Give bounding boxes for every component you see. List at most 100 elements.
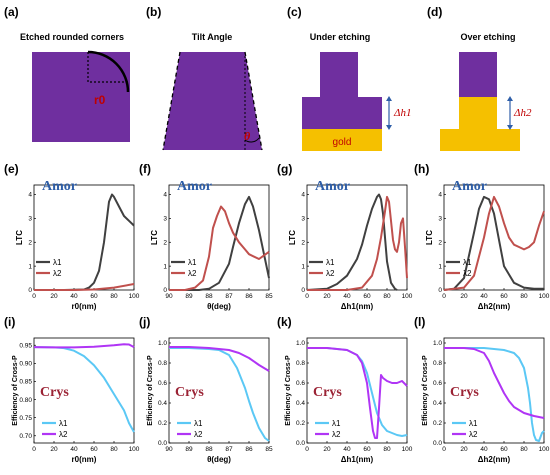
y-tick-label: 0 [163,287,167,294]
angle-arc [244,137,260,143]
legend-label-1: λ1 [53,258,62,267]
x-tick-label: 100 [129,446,140,453]
panel-title: Under etching [310,32,371,42]
chart-panel-i: (i) 0 20 40 60 80 100 0.70 0.75 0.80 0.85 0.90 0.95 r… [4,315,140,464]
chart-panel-f: (f) 90 89 88 87 86 85 0 1 2 3 4 θ(deg) LTC Amor λ1 λ2 [139,162,273,311]
panel-letter: (g) [277,162,292,176]
corner-guide [87,52,128,83]
panel-letter: (i) [4,315,15,329]
x-tick-label: 100 [402,293,413,300]
legend-label-2: λ2 [332,430,341,439]
x-tick-label: 0 [442,446,446,453]
x-tick-label: 87 [225,293,233,300]
series-line-2 [307,195,408,291]
x-tick-label: 40 [343,293,351,300]
y-tick-label: 0.95 [19,342,32,349]
x-tick-label: 85 [265,293,273,300]
y-tick-label: 0.4 [158,400,167,407]
y-tick-label: 0 [438,287,442,294]
chart-panel-j: (j) 90 89 88 87 86 85 0.0 0.2 0.4 0.6 0.8 1.0 θ(deg) E… [139,315,273,464]
panel-letter: (a) [4,5,19,19]
arrow-head-down [386,125,392,130]
chart-panel-h: (h) 0 20 40 60 80 100 0 1 2 3 4 Δh2(nm) LTC Amor λ1 λ2 [414,162,550,311]
material-annotation: Crys [450,385,479,400]
y-axis-label: LTC [288,230,297,245]
x-tick-label: 40 [480,446,488,453]
x-tick-label: 80 [110,293,118,300]
charts: (e)0 20 40 60 80 10001234r0(nm)LTCAmorλ1λ2(f)… [4,162,550,464]
panel-letter: (k) [277,315,292,329]
y-tick-label: 4 [163,192,167,199]
y-tick-label: 0.4 [296,400,305,407]
x-tick-label: 80 [520,446,528,453]
material-annotation: Crys [175,385,204,400]
arrow-head-up [386,96,392,101]
gold-step [459,97,497,129]
pillar [459,52,497,97]
y-axis-label: LTC [425,230,434,245]
x-tick-label: 88 [205,293,213,300]
y-tick-label: 3 [301,216,305,223]
panel-letter: (f) [139,162,151,176]
legend-label-1: λ1 [194,419,203,428]
y-axis-label: LTC [15,230,24,245]
x-tick-label: 60 [363,293,371,300]
y-tick-label: 0.2 [296,420,305,427]
y-axis-label: LTC [150,230,159,245]
x-tick-label: 40 [70,293,78,300]
y-tick-label: 1 [301,263,305,270]
x-tick-label: 86 [245,446,253,453]
chart-panel-k: (k) 0 20 40 60 80 100 0.0 0.2 0.4 0.6 0.8 1.0 Δh1(nm)… [277,315,413,464]
material-annotation: Crys [40,385,69,400]
plot-frame [306,337,408,444]
panel-a: (a) Etched rounded corners r0 [4,5,130,142]
series-line-1 [443,195,544,291]
y-tick-label: 2 [438,239,442,246]
x-tick-label: 89 [185,293,193,300]
x-tick-label: 60 [500,446,508,453]
material-annotation: Amor [315,179,350,194]
y-tick-label: 4 [301,192,305,199]
x-tick-label: 80 [383,446,391,453]
y-tick-label: 1 [438,263,442,270]
panel-letter: (c) [287,5,302,19]
chart-panel-g: (g) 0 20 40 60 80 100 0 1 2 3 4 Δh1(nm) LTC Amor λ1 λ2 [277,162,413,311]
x-tick-label: 20 [323,446,331,453]
y-tick-label: 0.6 [296,380,305,387]
series-line-2 [169,346,270,372]
x-axis-label: Δh2(nm) [478,302,511,311]
legend-label-1: λ1 [332,419,341,428]
y-tick-label: 0.0 [296,440,305,447]
legend-label-2: λ2 [188,269,197,278]
x-tick-label: 0 [305,293,309,300]
legend-label-1: λ1 [469,419,478,428]
legend-label-1: λ1 [463,258,472,267]
material-annotation: Crys [313,385,342,400]
series-line-2 [34,283,135,291]
y-tick-label: 3 [438,216,442,223]
plot-frame [33,337,135,444]
y-tick-label: 2 [163,239,167,246]
plot-frame [443,337,545,444]
plot-frame [33,184,135,291]
series-line-1 [169,195,270,291]
legend-label-2: λ2 [53,269,62,278]
y-tick-label: 0.80 [19,397,32,404]
legend-label-2: λ2 [194,430,203,439]
x-tick-label: 89 [185,446,193,453]
legend-label-2: λ2 [463,269,472,278]
x-tick-label: 60 [90,293,98,300]
x-tick-label: 20 [50,293,58,300]
chart-panel-l: (l) 0 20 40 60 80 100 0.0 0.2 0.4 0.6 0.8 1.0 Δh2(nm)… [414,315,550,464]
x-tick-label: 20 [50,446,58,453]
x-tick-label: 20 [460,446,468,453]
tilted-block [163,52,262,150]
legend-label-1: λ1 [188,258,197,267]
arrow-head-down [507,125,513,130]
etched-block [32,52,130,142]
y-tick-label: 1.0 [433,340,442,347]
y-axis-label: Efficiency of Cross-P [285,355,292,426]
panel-d: (d) Over etching Δh2 [427,5,532,151]
series-line-1 [444,347,545,442]
